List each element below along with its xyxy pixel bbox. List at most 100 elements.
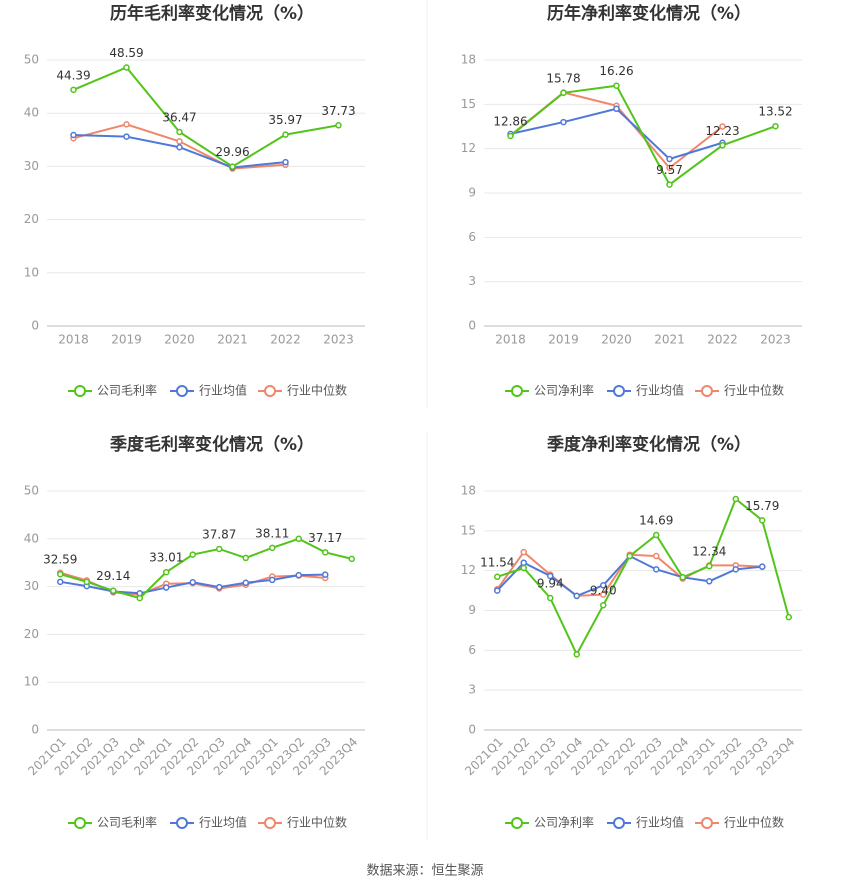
point — [70, 131, 77, 139]
data-label: 37.73 — [321, 104, 355, 118]
point — [732, 495, 739, 503]
legend-label: 行业中位数 — [724, 815, 784, 830]
y-tick-label: 10 — [24, 265, 39, 279]
point — [679, 574, 686, 581]
data-label: 9.40 — [590, 584, 617, 598]
point — [600, 601, 607, 609]
legend-swatch — [511, 385, 523, 397]
point — [163, 568, 170, 576]
series-line — [509, 84, 776, 187]
y-tick-label: 9 — [468, 603, 476, 617]
chart-title: 历年净利率变化情况（%） — [547, 3, 751, 24]
point — [348, 555, 355, 563]
data-label: 13.52 — [758, 105, 792, 119]
y-tick-label: 12 — [461, 141, 476, 155]
legend-label: 行业均值 — [199, 815, 247, 830]
data-label: 12.86 — [493, 114, 527, 128]
point — [269, 576, 276, 584]
data-label: 44.39 — [56, 68, 90, 82]
point — [785, 613, 792, 621]
point — [110, 587, 117, 594]
point — [176, 143, 183, 151]
y-tick-label: 12 — [461, 563, 476, 577]
point — [282, 158, 289, 166]
point — [176, 128, 183, 136]
point — [759, 563, 766, 570]
data-label: 16.26 — [599, 64, 633, 78]
series-line — [59, 537, 352, 600]
point — [520, 548, 527, 556]
point — [163, 584, 170, 591]
point — [613, 82, 620, 89]
legend-swatch — [176, 817, 188, 829]
x-tick-label: 2021 — [654, 333, 685, 347]
y-tick-label: 9 — [468, 186, 476, 200]
x-tick-label: 2019 — [111, 333, 142, 347]
y-tick-label: 10 — [24, 675, 39, 689]
point — [83, 578, 90, 586]
legend-label: 公司毛利率 — [97, 815, 157, 830]
data-label: 36.47 — [162, 110, 196, 124]
point — [573, 651, 580, 658]
legend-label: 行业中位数 — [287, 383, 347, 398]
legend-label: 行业中位数 — [724, 383, 784, 398]
point — [560, 89, 567, 97]
point — [335, 122, 342, 129]
data-label: 9.57 — [656, 163, 683, 177]
point — [242, 579, 249, 587]
point — [706, 578, 713, 585]
data-label: 11.54 — [480, 555, 514, 569]
y-tick-label: 18 — [461, 53, 476, 67]
point — [653, 531, 660, 539]
x-tick-label: 2018 — [495, 333, 526, 347]
y-tick-label: 6 — [468, 230, 476, 244]
point — [70, 86, 77, 94]
point — [653, 552, 660, 560]
data-label: 12.23 — [705, 124, 739, 138]
data-label: 29.96 — [215, 145, 249, 159]
point — [547, 594, 554, 602]
point — [57, 578, 64, 586]
y-tick-label: 30 — [24, 579, 39, 593]
point — [547, 572, 554, 580]
point — [123, 133, 130, 140]
chart-title: 历年毛利率变化情况（%） — [110, 3, 314, 24]
legend-swatch — [701, 817, 713, 829]
point — [216, 583, 223, 591]
y-tick-label: 0 — [468, 319, 476, 333]
legend-swatch — [74, 817, 86, 829]
point — [706, 562, 713, 570]
chart-title: 季度净利率变化情况（%） — [547, 434, 751, 455]
y-tick-label: 30 — [24, 159, 39, 173]
y-tick-label: 50 — [24, 484, 39, 498]
point — [322, 571, 329, 578]
legend-swatch — [613, 385, 625, 397]
point — [600, 591, 607, 598]
data-label: 38.11 — [255, 526, 289, 540]
point — [719, 123, 726, 130]
point — [666, 155, 673, 163]
point — [613, 105, 620, 113]
legend-label: 行业中位数 — [287, 815, 347, 830]
point — [666, 164, 673, 172]
point — [216, 545, 223, 553]
y-tick-label: 0 — [31, 723, 39, 737]
data-label: 29.14 — [96, 569, 130, 583]
legend-swatch — [264, 385, 276, 397]
y-tick-label: 3 — [468, 274, 476, 288]
point — [229, 163, 236, 170]
data-label: 48.59 — [109, 46, 143, 60]
legend-label: 行业均值 — [636, 815, 684, 830]
point — [123, 121, 130, 128]
source: 数据来源：恒生聚源 — [366, 864, 483, 879]
series-line — [73, 66, 339, 168]
point — [719, 142, 726, 149]
data-label: 14.69 — [639, 513, 673, 527]
y-tick-label: 0 — [468, 723, 476, 737]
legend-label: 公司净利率 — [534, 383, 594, 398]
point — [282, 131, 289, 138]
point — [759, 517, 766, 524]
legend-swatch — [176, 385, 188, 397]
point — [600, 582, 607, 589]
